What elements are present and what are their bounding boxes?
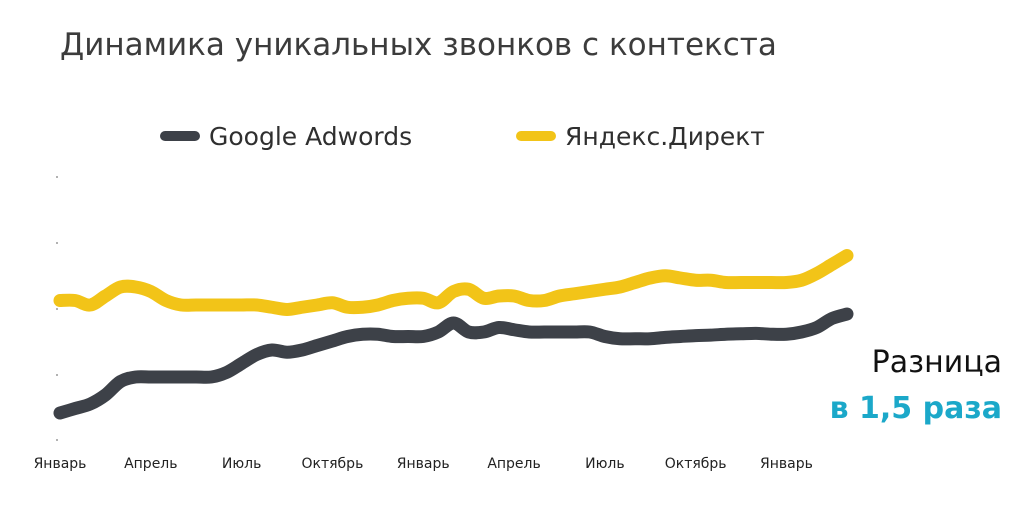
- series-line-yandex: [53, 249, 854, 316]
- x-tick-label: Апрель: [487, 456, 540, 472]
- difference-label: Разница: [872, 345, 1002, 380]
- legend-label-google: Google Adwords: [209, 122, 412, 151]
- x-tick-label: Январь: [34, 456, 87, 472]
- x-tick-label: Октябрь: [665, 456, 727, 472]
- axes-group: [56, 176, 58, 441]
- x-tick-label: Январь: [760, 456, 813, 472]
- x-tick-label: Июль: [585, 456, 624, 472]
- legend-item-google[interactable]: Google Adwords: [160, 122, 412, 151]
- chart-title: Динамика уникальных звонков с контекста: [60, 27, 777, 63]
- legend-label-yandex: Яндекс.Директ: [565, 122, 765, 151]
- legend-item-yandex[interactable]: Яндекс.Директ: [516, 122, 765, 151]
- series-line-google: [53, 307, 854, 420]
- x-tick-label: Октябрь: [302, 456, 364, 472]
- series-group: [53, 249, 854, 420]
- x-tick-label: Апрель: [124, 456, 177, 472]
- difference-value: в 1,5 раза: [830, 391, 1002, 426]
- x-tick-label: Январь: [397, 456, 450, 472]
- x-tick-label: Июль: [222, 456, 261, 472]
- legend: Google Adwords Яндекс.Директ: [160, 122, 765, 151]
- x-axis-labels: Январь Апрель Июль Октябрь Январь Апрель Июль О…: [34, 456, 813, 472]
